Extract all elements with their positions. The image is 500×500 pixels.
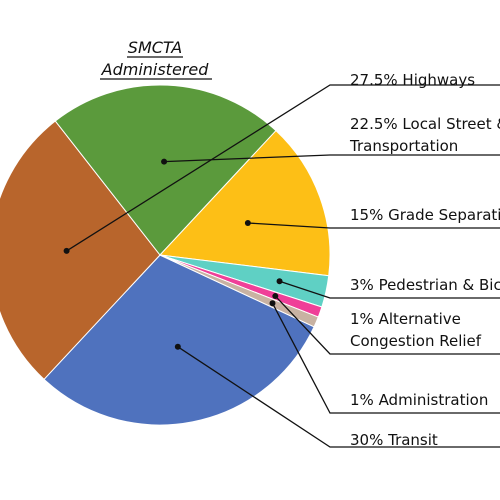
leader-line-4 [279, 280, 500, 299]
slice-label-1-line-0: 27.5% Highways [350, 71, 475, 89]
pie-slice-0 [43, 254, 315, 426]
slice-label-6-line-0: 1% Administration [350, 391, 488, 409]
chart-title-line-2: Administered [101, 60, 210, 79]
leader-line-3 [247, 222, 500, 229]
chart-title: SMCTA Administered [100, 38, 212, 80]
slice-label-5-line-0: 1% Alternative [350, 310, 461, 328]
leader-line-6 [271, 302, 500, 414]
slice-label-0-line-0: 30% Transit [350, 431, 438, 449]
pie-slices [0, 84, 331, 426]
slice-label-4-line-0: 3% Pedestrian & Bicycle [350, 276, 500, 294]
pie-slice-2 [54, 84, 277, 256]
leader-line-5 [274, 295, 500, 355]
slice-label-3-line-0: 15% Grade Separation [350, 206, 500, 224]
pie-slice-6 [159, 254, 319, 328]
leader-lines [63, 84, 500, 448]
slice-label-5-line-1: Congestion Relief [350, 332, 482, 350]
slice-label-2-line-1: Transportation [349, 137, 458, 155]
leader-line-1 [66, 84, 500, 252]
leader-line-0 [177, 346, 500, 448]
slice-labels: 30% Transit 27.5% Highways 22.5% Local Str… [349, 71, 500, 449]
chart-title-line-1: SMCTA [128, 38, 182, 57]
pie-slice-1 [0, 120, 161, 381]
slice-label-2-line-0: 22.5% Local Street & [350, 115, 500, 133]
pie-slice-3 [158, 129, 331, 277]
leader-line-2 [164, 154, 500, 163]
